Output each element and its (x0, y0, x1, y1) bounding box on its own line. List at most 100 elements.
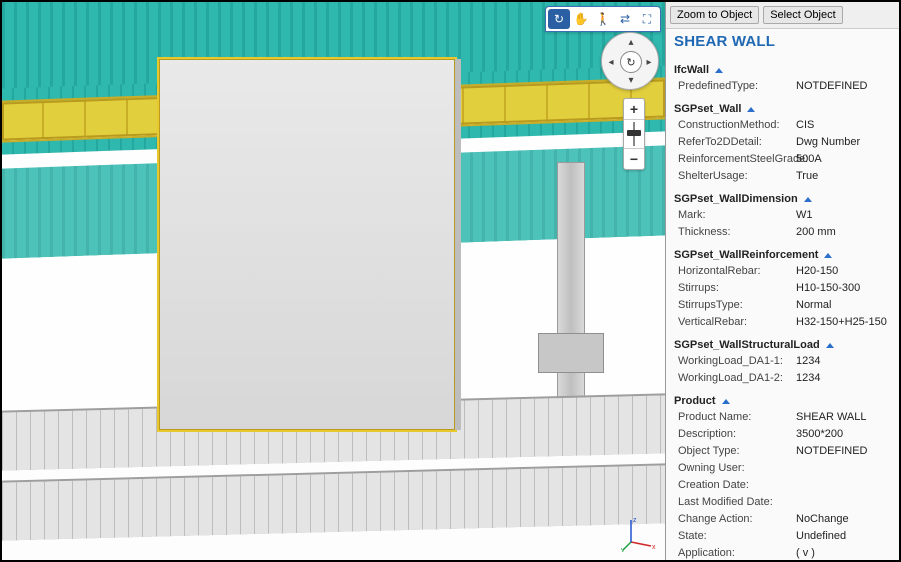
panel-toolbar: Zoom to Object Select Object (666, 2, 899, 29)
property-value: True (796, 169, 891, 184)
collapse-caret-icon (804, 197, 812, 202)
property-row: Stirrups:H10-150-300 (674, 280, 891, 297)
property-key: ReinforcementSteelGrade: (678, 152, 796, 167)
fullscreen-tool-button[interactable]: ⛶ (636, 9, 658, 29)
property-row: WorkingLoad_DA1-1:1234 (674, 353, 891, 370)
property-value: ( v ) (796, 546, 891, 560)
property-row: WorkingLoad_DA1-2:1234 (674, 370, 891, 387)
property-value: Normal (796, 298, 891, 313)
property-key: PredefinedType: (678, 79, 796, 94)
property-value: Dwg Number (796, 135, 891, 150)
property-group-header[interactable]: SGPset_Wall (674, 101, 891, 117)
scene (2, 2, 665, 560)
zoom-slider-handle[interactable] (627, 130, 641, 136)
property-key: ConstructionMethod: (678, 118, 796, 133)
property-key: Thickness: (678, 225, 796, 240)
property-value: H10-150-300 (796, 281, 891, 296)
zoom-to-object-button[interactable]: Zoom to Object (670, 6, 759, 24)
property-group-header[interactable]: SGPset_WallDimension (674, 191, 891, 207)
property-row: Application:( v ) (674, 545, 891, 560)
property-group-name: SGPset_WallReinforcement (674, 249, 818, 261)
axis-y-label: y (621, 547, 625, 552)
property-row: Owning User: (674, 460, 891, 477)
property-group-header[interactable]: Product (674, 393, 891, 409)
nav-right-button[interactable]: ▸ (642, 55, 656, 69)
zoom-slider-track[interactable] (624, 120, 644, 148)
property-key: VerticalRebar: (678, 315, 796, 330)
property-row: HorizontalRebar:H20-150 (674, 263, 891, 280)
property-value: NoChange (796, 512, 891, 527)
property-value: NOTDEFINED (796, 444, 891, 459)
property-row: Last Modified Date: (674, 494, 891, 511)
swap-tool-button[interactable]: ⇄ (614, 9, 636, 29)
nav-home-button[interactable]: ↻ (620, 51, 642, 73)
orbit-tool-button[interactable]: ↻ (548, 9, 570, 29)
panel-body[interactable]: IfcWallPredefinedType:NOTDEFINEDSGPset_W… (666, 56, 899, 560)
property-value: CIS (796, 118, 891, 133)
property-value: 3500*200 (796, 427, 891, 442)
property-value: 1234 (796, 371, 891, 386)
property-key: Creation Date: (678, 478, 796, 493)
property-value: 500A (796, 152, 891, 167)
nav-left-button[interactable]: ◂ (604, 55, 618, 69)
panel-title: SHEAR WALL (666, 29, 899, 56)
property-row: ShelterUsage:True (674, 168, 891, 185)
property-key: Stirrups: (678, 281, 796, 296)
property-row: Thickness:200 mm (674, 224, 891, 241)
navigation-pad: ▴ ▾ ◂ ▸ ↻ (601, 32, 659, 90)
property-key: HorizontalRebar: (678, 264, 796, 279)
property-group-name: Product (674, 395, 716, 407)
walk-tool-button[interactable]: 🚶 (592, 9, 614, 29)
property-key: WorkingLoad_DA1-2: (678, 371, 796, 386)
property-value: H20-150 (796, 264, 891, 279)
property-group-name: SGPset_WallDimension (674, 193, 798, 205)
collapse-caret-icon (824, 253, 832, 258)
property-row: Object Type:NOTDEFINED (674, 443, 891, 460)
property-value (796, 461, 891, 476)
model-viewport[interactable]: ↻ ✋ 🚶 ⇄ ⛶ ▴ ▾ ◂ ▸ ↻ + − (2, 2, 665, 560)
property-key: Description: (678, 427, 796, 442)
property-group-header[interactable]: IfcWall (674, 62, 891, 78)
property-group-name: SGPset_WallStructuralLoad (674, 339, 820, 351)
property-key: StirrupsType: (678, 298, 796, 313)
zoom-out-button[interactable]: − (624, 149, 644, 169)
selected-shear-wall[interactable] (157, 57, 457, 432)
wall-edge (455, 59, 461, 430)
property-key: Application: (678, 546, 796, 560)
property-value: 1234 (796, 354, 891, 369)
pan-tool-button[interactable]: ✋ (570, 9, 592, 29)
property-row: StirrupsType:Normal (674, 297, 891, 314)
property-row: ReferTo2DDetail:Dwg Number (674, 134, 891, 151)
property-group-name: SGPset_Wall (674, 103, 741, 115)
zoom-control: + − (623, 98, 645, 170)
property-key: Object Type: (678, 444, 796, 459)
property-value (796, 478, 891, 493)
property-value: NOTDEFINED (796, 79, 891, 94)
collapse-caret-icon (722, 399, 730, 404)
zoom-in-button[interactable]: + (624, 99, 644, 119)
collapse-caret-icon (747, 107, 755, 112)
property-value: 200 mm (796, 225, 891, 240)
collapse-caret-icon (826, 343, 834, 348)
property-row: Product Name:SHEAR WALL (674, 409, 891, 426)
property-row: VerticalRebar:H32-150+H25-150 (674, 314, 891, 331)
floor-lower (2, 463, 665, 540)
nav-down-button[interactable]: ▾ (624, 73, 638, 87)
property-value: Undefined (796, 529, 891, 544)
property-row: ConstructionMethod:CIS (674, 117, 891, 134)
property-row: State:Undefined (674, 528, 891, 545)
select-object-button[interactable]: Select Object (763, 6, 842, 24)
collapse-caret-icon (715, 68, 723, 73)
property-key: ReferTo2DDetail: (678, 135, 796, 150)
property-key: WorkingLoad_DA1-1: (678, 354, 796, 369)
property-key: Product Name: (678, 410, 796, 425)
property-row: PredefinedType:NOTDEFINED (674, 78, 891, 95)
property-group-header[interactable]: SGPset_WallReinforcement (674, 247, 891, 263)
property-row: Mark:W1 (674, 207, 891, 224)
property-group-header[interactable]: SGPset_WallStructuralLoad (674, 337, 891, 353)
property-row: Change Action:NoChange (674, 511, 891, 528)
property-key: Change Action: (678, 512, 796, 527)
nav-up-button[interactable]: ▴ (624, 35, 638, 49)
property-key: Last Modified Date: (678, 495, 796, 510)
app-root: ↻ ✋ 🚶 ⇄ ⛶ ▴ ▾ ◂ ▸ ↻ + − (2, 2, 899, 560)
